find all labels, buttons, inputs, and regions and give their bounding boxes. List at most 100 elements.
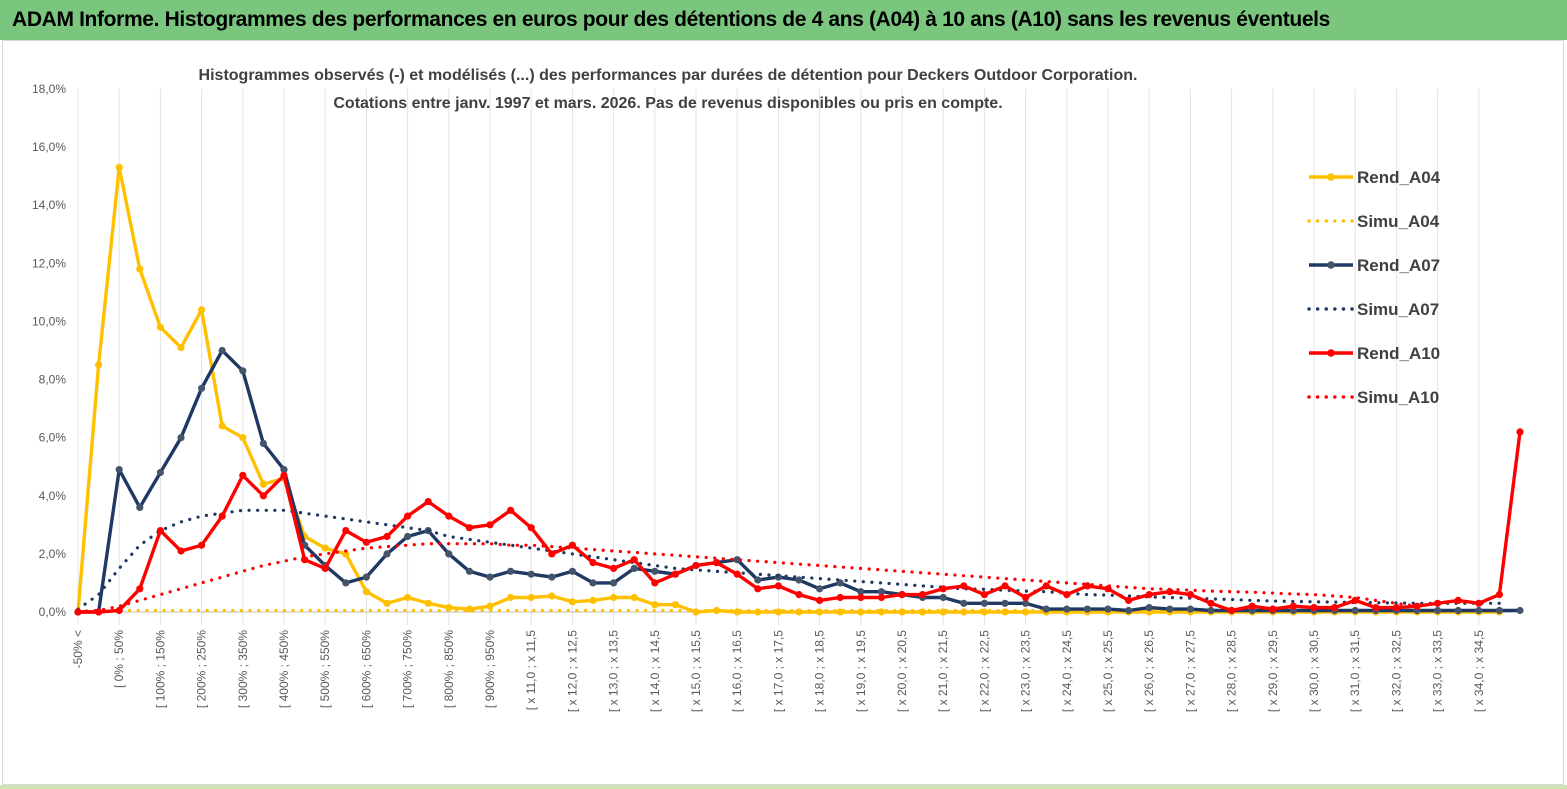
data-point [589, 559, 597, 567]
data-point [1001, 582, 1009, 590]
bottom-rule [0, 785, 1567, 789]
data-point [362, 573, 370, 581]
x-tick-label: [ x 12,0 ; x 12,5 [565, 630, 579, 712]
data-point [342, 527, 350, 535]
data-point [630, 556, 638, 564]
x-tick-label: [ x 18,0 ; x 18,5 [813, 630, 827, 712]
data-point [486, 521, 494, 529]
x-tick-label: [ x 33,0 ; x 33,5 [1431, 630, 1445, 712]
chart-frame [2, 40, 1564, 785]
data-point [1475, 599, 1483, 607]
data-point [1063, 591, 1071, 599]
data-point [1392, 604, 1400, 612]
x-tick-label: [ x 13,0 ; x 13,5 [607, 630, 621, 712]
data-point [1228, 606, 1236, 615]
data-point [259, 439, 267, 448]
data-point [836, 593, 844, 602]
data-point [239, 434, 247, 442]
x-tick-label: [ 500% ; 550% [318, 630, 332, 708]
data-point [651, 579, 659, 587]
legend-label: Rend_A04 [1357, 168, 1441, 187]
data-point [95, 361, 103, 369]
data-point [486, 573, 494, 581]
data-point [980, 591, 989, 599]
data-point [383, 532, 391, 541]
x-tick-label: -50% < [71, 630, 85, 668]
data-point [1022, 599, 1030, 607]
data-point [1413, 602, 1421, 610]
x-tick-label: [ x 28,0 ; x 28,5 [1225, 630, 1239, 712]
x-tick-label: [ 900% ; 950% [483, 630, 497, 708]
data-point [939, 585, 947, 593]
data-point [630, 564, 638, 573]
data-point [1331, 604, 1339, 612]
x-tick-label: [ 800% ; 850% [442, 630, 456, 708]
data-point [568, 598, 577, 606]
chart-title: Histogrammes observés (-) et modélisés (… [199, 67, 1138, 84]
data-point [424, 599, 432, 607]
chart-subtitle: Cotations entre janv. 1997 et mars. 2026… [333, 95, 1002, 112]
data-point [198, 306, 206, 314]
data-point [548, 573, 556, 581]
series-line-rend-a10 [78, 431, 1522, 614]
vertical-gridlines [77, 89, 1480, 625]
data-point [610, 593, 618, 602]
data-point [733, 556, 741, 564]
x-tick-label: [ 600% ; 650% [359, 630, 373, 708]
y-tick-label: 14,0% [32, 198, 66, 212]
x-tick-label: [ x 15,0 ; x 15,5 [689, 630, 703, 712]
data-point [136, 503, 144, 511]
data-point [733, 570, 741, 578]
data-point [877, 608, 886, 616]
data-point [960, 599, 968, 607]
data-point [177, 434, 185, 442]
x-tick-label: [ 700% ; 750% [401, 630, 415, 708]
x-tick-label: [ 200% ; 250% [195, 630, 209, 708]
data-point [198, 384, 206, 392]
data-point [177, 344, 185, 352]
data-point [362, 538, 370, 546]
data-point [1063, 605, 1071, 613]
data-point [671, 601, 680, 609]
data-point [671, 570, 680, 578]
data-point [115, 163, 123, 171]
x-tick-label: [ x 16,0 ; x 16,5 [730, 630, 744, 712]
legend-marker [1327, 261, 1335, 269]
x-tick-label: [ x 11,0 ; x 11,5 [524, 630, 538, 711]
data-point [713, 606, 721, 615]
data-point [1434, 599, 1442, 607]
data-point [610, 579, 618, 587]
x-tick-label: [ 100% ; 150% [153, 630, 167, 708]
x-tick-label: [ 0% ; 50% [112, 630, 126, 688]
data-point [1372, 604, 1380, 612]
data-point [404, 593, 412, 602]
data-point [465, 605, 473, 613]
legend-label: Simu_A04 [1357, 212, 1440, 231]
data-point [1186, 605, 1194, 613]
legend-marker [1327, 173, 1335, 181]
data-point [486, 602, 494, 610]
data-point [156, 468, 164, 477]
legend-label: Rend_A07 [1357, 256, 1440, 275]
data-point [342, 579, 350, 587]
data-point [218, 422, 226, 430]
data-point [877, 588, 886, 596]
y-tick-label: 18,0% [32, 82, 66, 96]
y-tick-label: 6,0% [39, 431, 67, 445]
data-point [136, 265, 144, 273]
data-point [857, 593, 865, 602]
data-point [1454, 596, 1462, 605]
x-tick-label: [ x 14,0 ; x 14,5 [648, 630, 662, 712]
x-tick-label: [ 400% ; 450% [277, 630, 291, 708]
y-axis: 0,0% 2,0% 4,0% 6,0% 8,0% 10,0% 12,0% 14,0% 16,0%… [32, 82, 66, 619]
data-point [774, 582, 783, 590]
data-point [1248, 602, 1256, 610]
data-point [1434, 606, 1442, 615]
legend-label: Simu_A07 [1357, 300, 1439, 319]
legend-marker [1327, 349, 1335, 357]
data-point [692, 561, 700, 570]
data-point [898, 591, 906, 599]
data-point [507, 593, 515, 602]
data-point [445, 512, 453, 520]
data-point [1104, 605, 1112, 613]
